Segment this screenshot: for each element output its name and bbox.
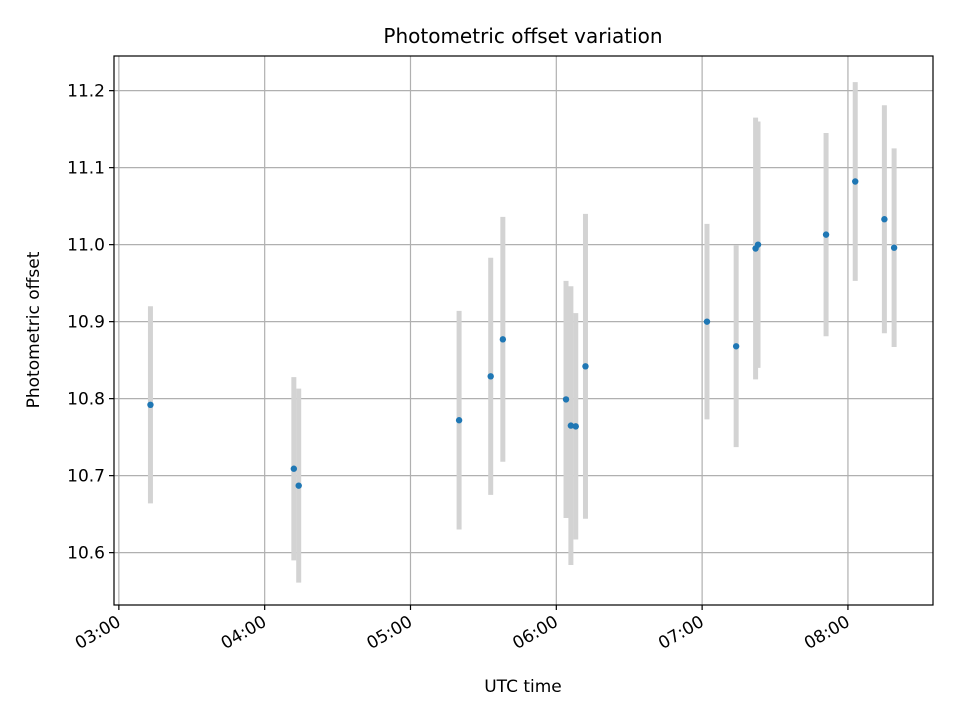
data-point	[703, 318, 711, 325]
data-point	[147, 401, 154, 409]
y-axis-label: Photometric offset	[24, 251, 44, 408]
y-axis-ticks: 10.6 10.7 10.8 10.9 11.0 11.1 11.2	[67, 82, 114, 564]
data-point	[754, 241, 762, 248]
data-point	[822, 231, 830, 238]
data-point	[890, 244, 898, 251]
data-point	[499, 336, 507, 343]
y-tick-label: 11.0	[67, 236, 105, 256]
y-tick-label: 11.1	[67, 159, 105, 179]
data-point	[852, 178, 859, 185]
y-tick-label: 10.9	[67, 313, 105, 333]
data-point	[455, 417, 463, 424]
data-points	[147, 178, 898, 489]
x-axis-label: UTC time	[484, 677, 562, 697]
data-point	[487, 373, 494, 380]
y-tick-label: 11.2	[67, 82, 105, 102]
y-tick-label: 10.6	[67, 544, 105, 564]
grid	[114, 56, 933, 605]
data-point	[572, 423, 579, 430]
data-point	[290, 465, 298, 472]
data-point	[567, 422, 575, 429]
y-tick-label: 10.8	[67, 390, 105, 410]
data-point	[562, 396, 570, 403]
data-point	[732, 343, 740, 350]
data-point	[582, 363, 589, 370]
data-point	[295, 482, 302, 489]
data-point	[881, 216, 888, 223]
plot-frame	[113, 55, 934, 606]
chart-title: Photometric offset variation	[383, 24, 662, 48]
y-tick-label: 10.7	[67, 467, 105, 487]
